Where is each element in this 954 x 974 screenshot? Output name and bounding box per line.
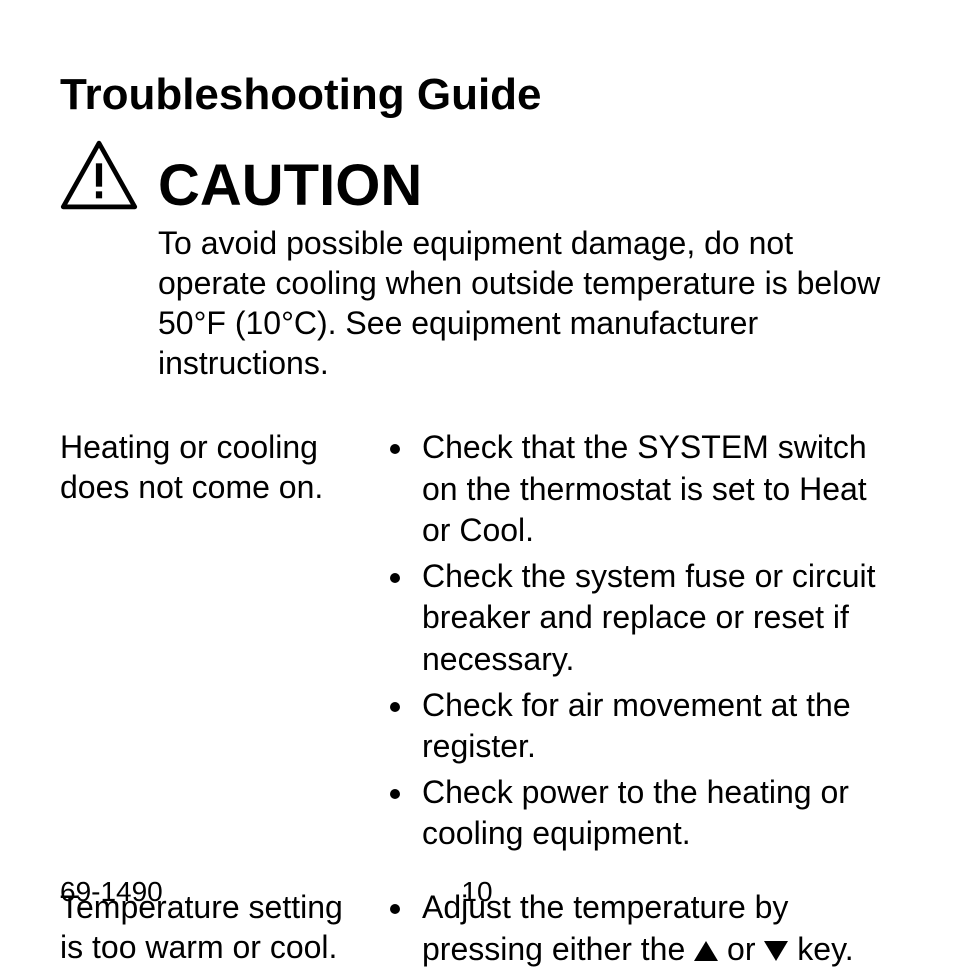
list-item: Check power to the heating or cooling eq… [416, 772, 894, 855]
solution-list: Check that the SYSTEM switch on the ther… [388, 427, 894, 859]
list-item: Check that the SYSTEM switch on the ther… [416, 427, 894, 552]
triangle-up-icon [694, 941, 718, 961]
page-footer: 69-1490 10 [60, 876, 894, 908]
triangle-down-icon [764, 941, 788, 961]
solution-text-mid: or [718, 931, 764, 967]
caution-label: CAUTION [158, 157, 422, 215]
solution-text-suffix: key. [788, 931, 853, 967]
page-title: Troubleshooting Guide [60, 70, 894, 120]
page-number: 10 [461, 876, 492, 908]
document-number: 69-1490 [60, 876, 163, 908]
list-item: Check the system fuse or circuit breaker… [416, 556, 894, 681]
document-page: Troubleshooting Guide CAUTION To avoid p… [0, 0, 954, 954]
problem-text: Heating or cooling does not come on. [60, 427, 360, 859]
warning-triangle-icon [60, 140, 138, 215]
caution-header: CAUTION [60, 140, 894, 215]
list-item: Check for air movement at the register. [416, 685, 894, 768]
caution-body-text: To avoid possible equipment damage, do n… [158, 223, 894, 383]
troubleshoot-row-1: Heating or cooling does not come on. Che… [60, 427, 894, 859]
